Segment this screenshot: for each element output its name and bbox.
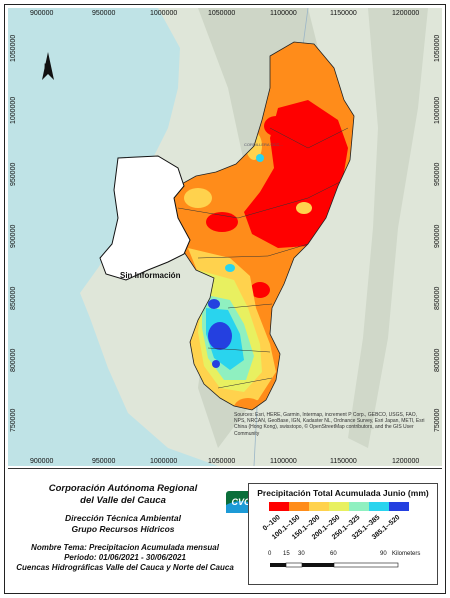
department-name: Dirección Técnica Ambiental Grupo Recurs… [18, 513, 228, 535]
scale-tick: 60 [330, 551, 337, 557]
cordillera-label: CORDILLERA OCC... [244, 142, 283, 147]
scale-tick: 15 [283, 551, 290, 557]
y-tick: 900000 [434, 224, 441, 248]
basins-text: Cuencas Hidrográficas Valle del Cauca y … [16, 563, 234, 572]
legend-swatch [389, 502, 409, 511]
x-tick: 950000 [92, 10, 116, 17]
x-tick: 1000000 [150, 10, 178, 17]
y-tick: 1000000 [10, 96, 17, 124]
x-tick: 1150000 [330, 10, 357, 17]
x-tick: 1200000 [392, 458, 420, 465]
legend: Precipitación Total Acumulada Junio (mm)… [248, 483, 438, 585]
x-tick: 1050000 [208, 458, 236, 465]
scale-tick: 0 [268, 551, 272, 557]
y-tick: 950000 [434, 162, 441, 186]
map-canvas: Sin Información CORDILLERA OCC... N Sour… [8, 8, 442, 466]
y-tick: 750000 [10, 408, 17, 432]
scale-bar: 0 15 30 60 90 Kilometers [268, 551, 420, 573]
period-text: Periodo: 01/06/2021 - 30/06/2021 [64, 553, 186, 562]
legend-swatch [269, 502, 289, 511]
mountain-shading-east [348, 8, 428, 448]
basin-outline [171, 41, 355, 411]
attribution: Sources: Esri, HERE, Garmin, Intermap, i… [234, 412, 425, 437]
theme-text: Nombre Tema: Precipitacion Acumulada men… [31, 543, 219, 552]
legend-swatch [369, 502, 389, 511]
x-tick: 1200000 [392, 10, 420, 17]
y-tick: 850000 [10, 286, 17, 310]
x-tick: 900000 [30, 458, 54, 465]
dept-line-1: Dirección Técnica Ambiental [65, 513, 181, 523]
org-line-2: del Valle del Cauca [80, 495, 166, 506]
organization-name: Corporación Autónoma Regional del Valle … [18, 483, 228, 507]
legend-swatch [349, 502, 369, 511]
x-tick: 1150000 [330, 458, 357, 465]
no-info-label: Sin Información [120, 271, 181, 280]
x-tick: 1000000 [150, 458, 178, 465]
dept-line-2: Grupo Recursos Hídricos [71, 524, 175, 534]
map-frame [4, 4, 446, 594]
y-tick: 900000 [10, 224, 17, 248]
scale-tick: 30 [298, 551, 305, 557]
y-tick: 1050000 [10, 34, 17, 62]
y-tick: 950000 [10, 162, 17, 186]
y-tick: 800000 [434, 348, 441, 372]
footer: Corporación Autónoma Regional del Valle … [8, 468, 442, 591]
org-line-1: Corporación Autónoma Regional [48, 483, 198, 494]
x-tick: 900000 [30, 10, 54, 17]
legend-title: Precipitación Total Acumulada Junio (mm) [257, 488, 429, 498]
legend-swatches [269, 502, 409, 511]
y-tick: 850000 [434, 286, 441, 310]
no-info-region [99, 155, 191, 281]
scale-bar-graphic [270, 562, 399, 568]
legend-swatch [289, 502, 309, 511]
x-tick: 1050000 [208, 10, 236, 17]
legend-swatch [309, 502, 329, 511]
scale-tick: 90 [380, 551, 387, 557]
y-tick: 1000000 [434, 96, 441, 124]
x-tick: 1100000 [270, 10, 297, 17]
y-tick: 800000 [10, 348, 17, 372]
logo-text: CVC [231, 497, 251, 507]
y-tick: 1050000 [434, 34, 441, 62]
y-tick: 750000 [434, 408, 441, 432]
scale-unit: Kilometers [392, 551, 421, 557]
legend-swatch [329, 502, 349, 511]
x-tick: 950000 [92, 458, 116, 465]
map-metadata: Nombre Tema: Precipitacion Acumulada men… [14, 543, 236, 573]
north-arrow-icon: N [42, 52, 54, 80]
x-tick: 1100000 [270, 458, 297, 465]
